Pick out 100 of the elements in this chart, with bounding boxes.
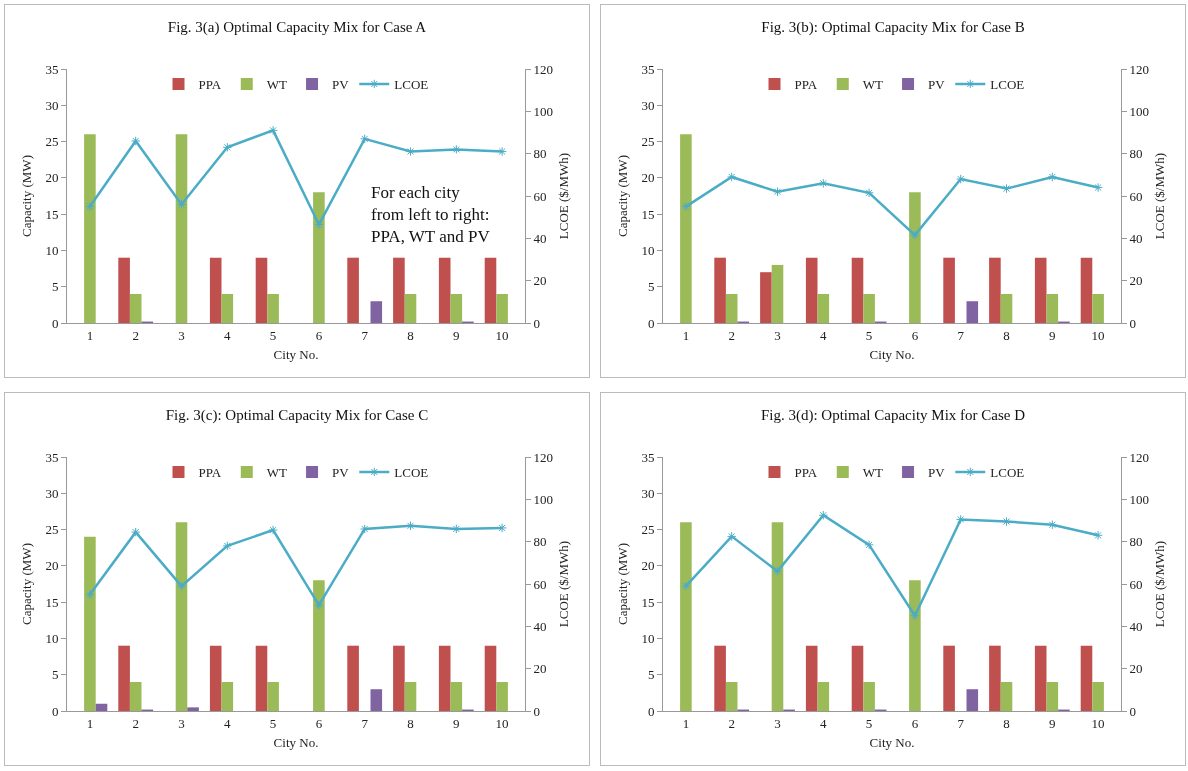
y-axis-title: Capacity (MW)	[19, 543, 34, 625]
y-tick-label: 35	[641, 449, 655, 465]
legend-label: WT	[266, 77, 288, 93]
x-tick-label: 5	[865, 327, 873, 343]
legend-label: WT	[862, 465, 884, 481]
y-tick-label: 15	[45, 206, 59, 222]
y2-tick-label: 20	[1129, 661, 1143, 677]
y2-tick-label: 40	[533, 618, 547, 634]
y2-tick-label: 20	[1129, 273, 1143, 289]
y-tick-label: 30	[45, 485, 59, 501]
x-tick-label: 1	[682, 327, 690, 343]
y2-tick-label: 80	[1129, 146, 1143, 162]
x-tick-label: 3	[774, 327, 781, 343]
y2-tick-label: 40	[533, 230, 547, 246]
chart-title: Fig. 3(b): Optimal Capacity Mix for Case B	[761, 19, 1025, 37]
x-tick-label: 9	[1049, 327, 1056, 343]
legend-label: PV	[332, 465, 350, 481]
chart-title: Fig. 3(c): Optimal Capacity Mix for Case C	[165, 407, 429, 425]
y-tick-label: 0	[51, 703, 59, 719]
x-tick-label: 2	[728, 715, 735, 731]
y2-axis-title: LCOE ($/MWh)	[555, 540, 571, 628]
x-tick-label: 10	[495, 715, 509, 731]
x-tick-label: 7	[361, 327, 369, 343]
x-axis-title: City No.	[869, 735, 915, 751]
y-axis-title: Capacity (MW)	[615, 155, 630, 237]
x-tick-label: 10	[495, 327, 509, 343]
x-tick-label: 2	[728, 327, 735, 343]
y-tick-label: 20	[45, 558, 59, 574]
legend-label: PPA	[794, 77, 818, 93]
y2-tick-label: 100	[533, 491, 554, 507]
y-tick-label: 10	[641, 630, 655, 646]
y-axis-title: Capacity (MW)	[19, 155, 34, 237]
y2-tick-label: 80	[1129, 534, 1143, 550]
y2-tick-label: 100	[1129, 491, 1150, 507]
x-tick-label: 1	[86, 327, 94, 343]
x-tick-label: 9	[453, 715, 460, 731]
legend-label: PV	[928, 465, 946, 481]
x-tick-label: 8	[1003, 327, 1010, 343]
y-tick-label: 35	[45, 449, 59, 465]
x-tick-label: 3	[774, 715, 781, 731]
y2-tick-label: 0	[533, 315, 541, 331]
y2-tick-label: 60	[533, 188, 547, 204]
y2-tick-label: 120	[1129, 449, 1150, 465]
x-tick-label: 2	[132, 715, 139, 731]
chart-title: Fig. 3(a) Optimal Capacity Mix for Case A	[167, 19, 427, 37]
y-tick-label: 35	[641, 61, 655, 77]
y-tick-label: 5	[51, 667, 59, 683]
y-tick-label: 10	[45, 630, 59, 646]
x-tick-label: 10	[1091, 327, 1105, 343]
legend-label: PPA	[198, 465, 222, 481]
y2-tick-label: 120	[533, 61, 554, 77]
x-tick-label: 1	[682, 715, 690, 731]
legend-label: LCOE	[394, 77, 429, 93]
x-tick-label: 4	[820, 715, 828, 731]
y2-tick-label: 20	[533, 661, 547, 677]
y-tick-label: 35	[45, 61, 59, 77]
y-tick-label: 10	[45, 242, 59, 258]
y-tick-label: 0	[647, 703, 655, 719]
annotation: For each city from left to right: PPA, WT and PV	[371, 183, 491, 247]
y2-tick-label: 0	[1129, 315, 1137, 331]
y2-tick-label: 100	[1129, 103, 1150, 119]
y-tick-label: 15	[641, 594, 655, 610]
x-tick-label: 4	[224, 327, 232, 343]
y-tick-label: 5	[51, 279, 59, 295]
x-tick-label: 8	[407, 715, 414, 731]
y-tick-label: 5	[647, 279, 655, 295]
legend-label: PV	[928, 77, 946, 93]
legend-label: WT	[862, 77, 884, 93]
y-tick-label: 20	[45, 170, 59, 186]
y2-axis-title: LCOE ($/MWh)	[1151, 540, 1167, 628]
y-tick-label: 25	[641, 522, 655, 538]
y-tick-label: 25	[45, 134, 59, 150]
y2-tick-label: 60	[1129, 576, 1143, 592]
x-tick-label: 4	[224, 715, 232, 731]
y-tick-label: 25	[641, 134, 655, 150]
y2-axis-title: LCOE ($/MWh)	[555, 152, 571, 240]
x-tick-label: 7	[361, 715, 369, 731]
x-tick-label: 9	[1049, 715, 1056, 731]
x-tick-label: 1	[86, 715, 94, 731]
x-tick-label: 9	[453, 327, 460, 343]
legend-label: PV	[332, 77, 350, 93]
y2-tick-label: 40	[1129, 618, 1143, 634]
x-tick-label: 6	[911, 327, 919, 343]
x-axis-title: City No.	[869, 347, 915, 363]
y-tick-label: 25	[45, 522, 59, 538]
y-tick-label: 20	[641, 170, 655, 186]
x-tick-label: 5	[865, 715, 873, 731]
y-tick-label: 15	[641, 206, 655, 222]
legend-label: LCOE	[990, 77, 1025, 93]
x-tick-label: 6	[315, 715, 323, 731]
chart-title: Fig. 3(d): Optimal Capacity Mix for Case D	[760, 407, 1026, 425]
y2-tick-label: 20	[533, 273, 547, 289]
y-tick-label: 30	[641, 485, 655, 501]
y-tick-label: 5	[647, 667, 655, 683]
x-axis-title: City No.	[273, 735, 319, 751]
x-tick-label: 4	[820, 327, 828, 343]
y-tick-label: 0	[51, 315, 59, 331]
x-tick-label: 7	[957, 327, 965, 343]
x-tick-label: 6	[315, 327, 323, 343]
x-tick-label: 8	[1003, 715, 1010, 731]
